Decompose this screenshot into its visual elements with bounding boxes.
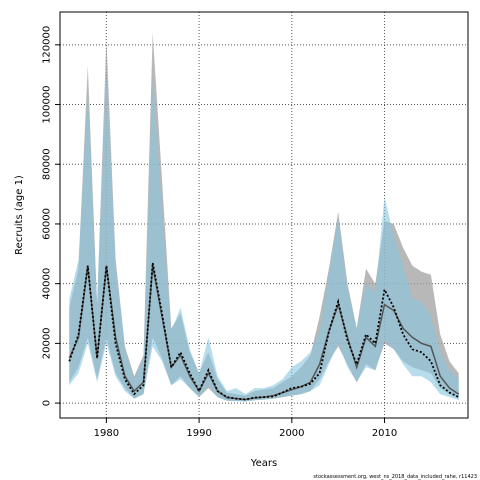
- y-tick-label: 60000: [42, 208, 53, 240]
- plot-frame: [59, 11, 469, 419]
- blue-estimate-line: [68, 262, 460, 401]
- blue-confidence-band: [69, 74, 459, 402]
- y-tick-label: 40000: [42, 268, 53, 300]
- footnote: stockassessment.org, west_ns_2018_data_i…: [313, 474, 477, 480]
- x-tick-label: 1980: [94, 428, 119, 439]
- y-tick-label: 80000: [42, 148, 53, 180]
- y-tick-label: 20000: [42, 327, 53, 359]
- y-tick-label: 120000: [42, 26, 53, 64]
- y-tick-label: 100000: [42, 85, 53, 123]
- x-tick-label: 2010: [372, 428, 397, 439]
- y-tick-label: 0: [42, 400, 53, 406]
- x-axis-label: Years: [250, 458, 277, 469]
- confidence-bands: [69, 32, 459, 402]
- axis-ticks: 1980 1990 2000 2010 0 20000 40000 60000 80000 100…: [42, 26, 398, 439]
- y-axis-label: Recruits (age 1): [14, 175, 25, 255]
- x-tick-label: 1990: [186, 428, 211, 439]
- series-lines: [68, 262, 460, 401]
- x-tick-label: 2000: [279, 428, 304, 439]
